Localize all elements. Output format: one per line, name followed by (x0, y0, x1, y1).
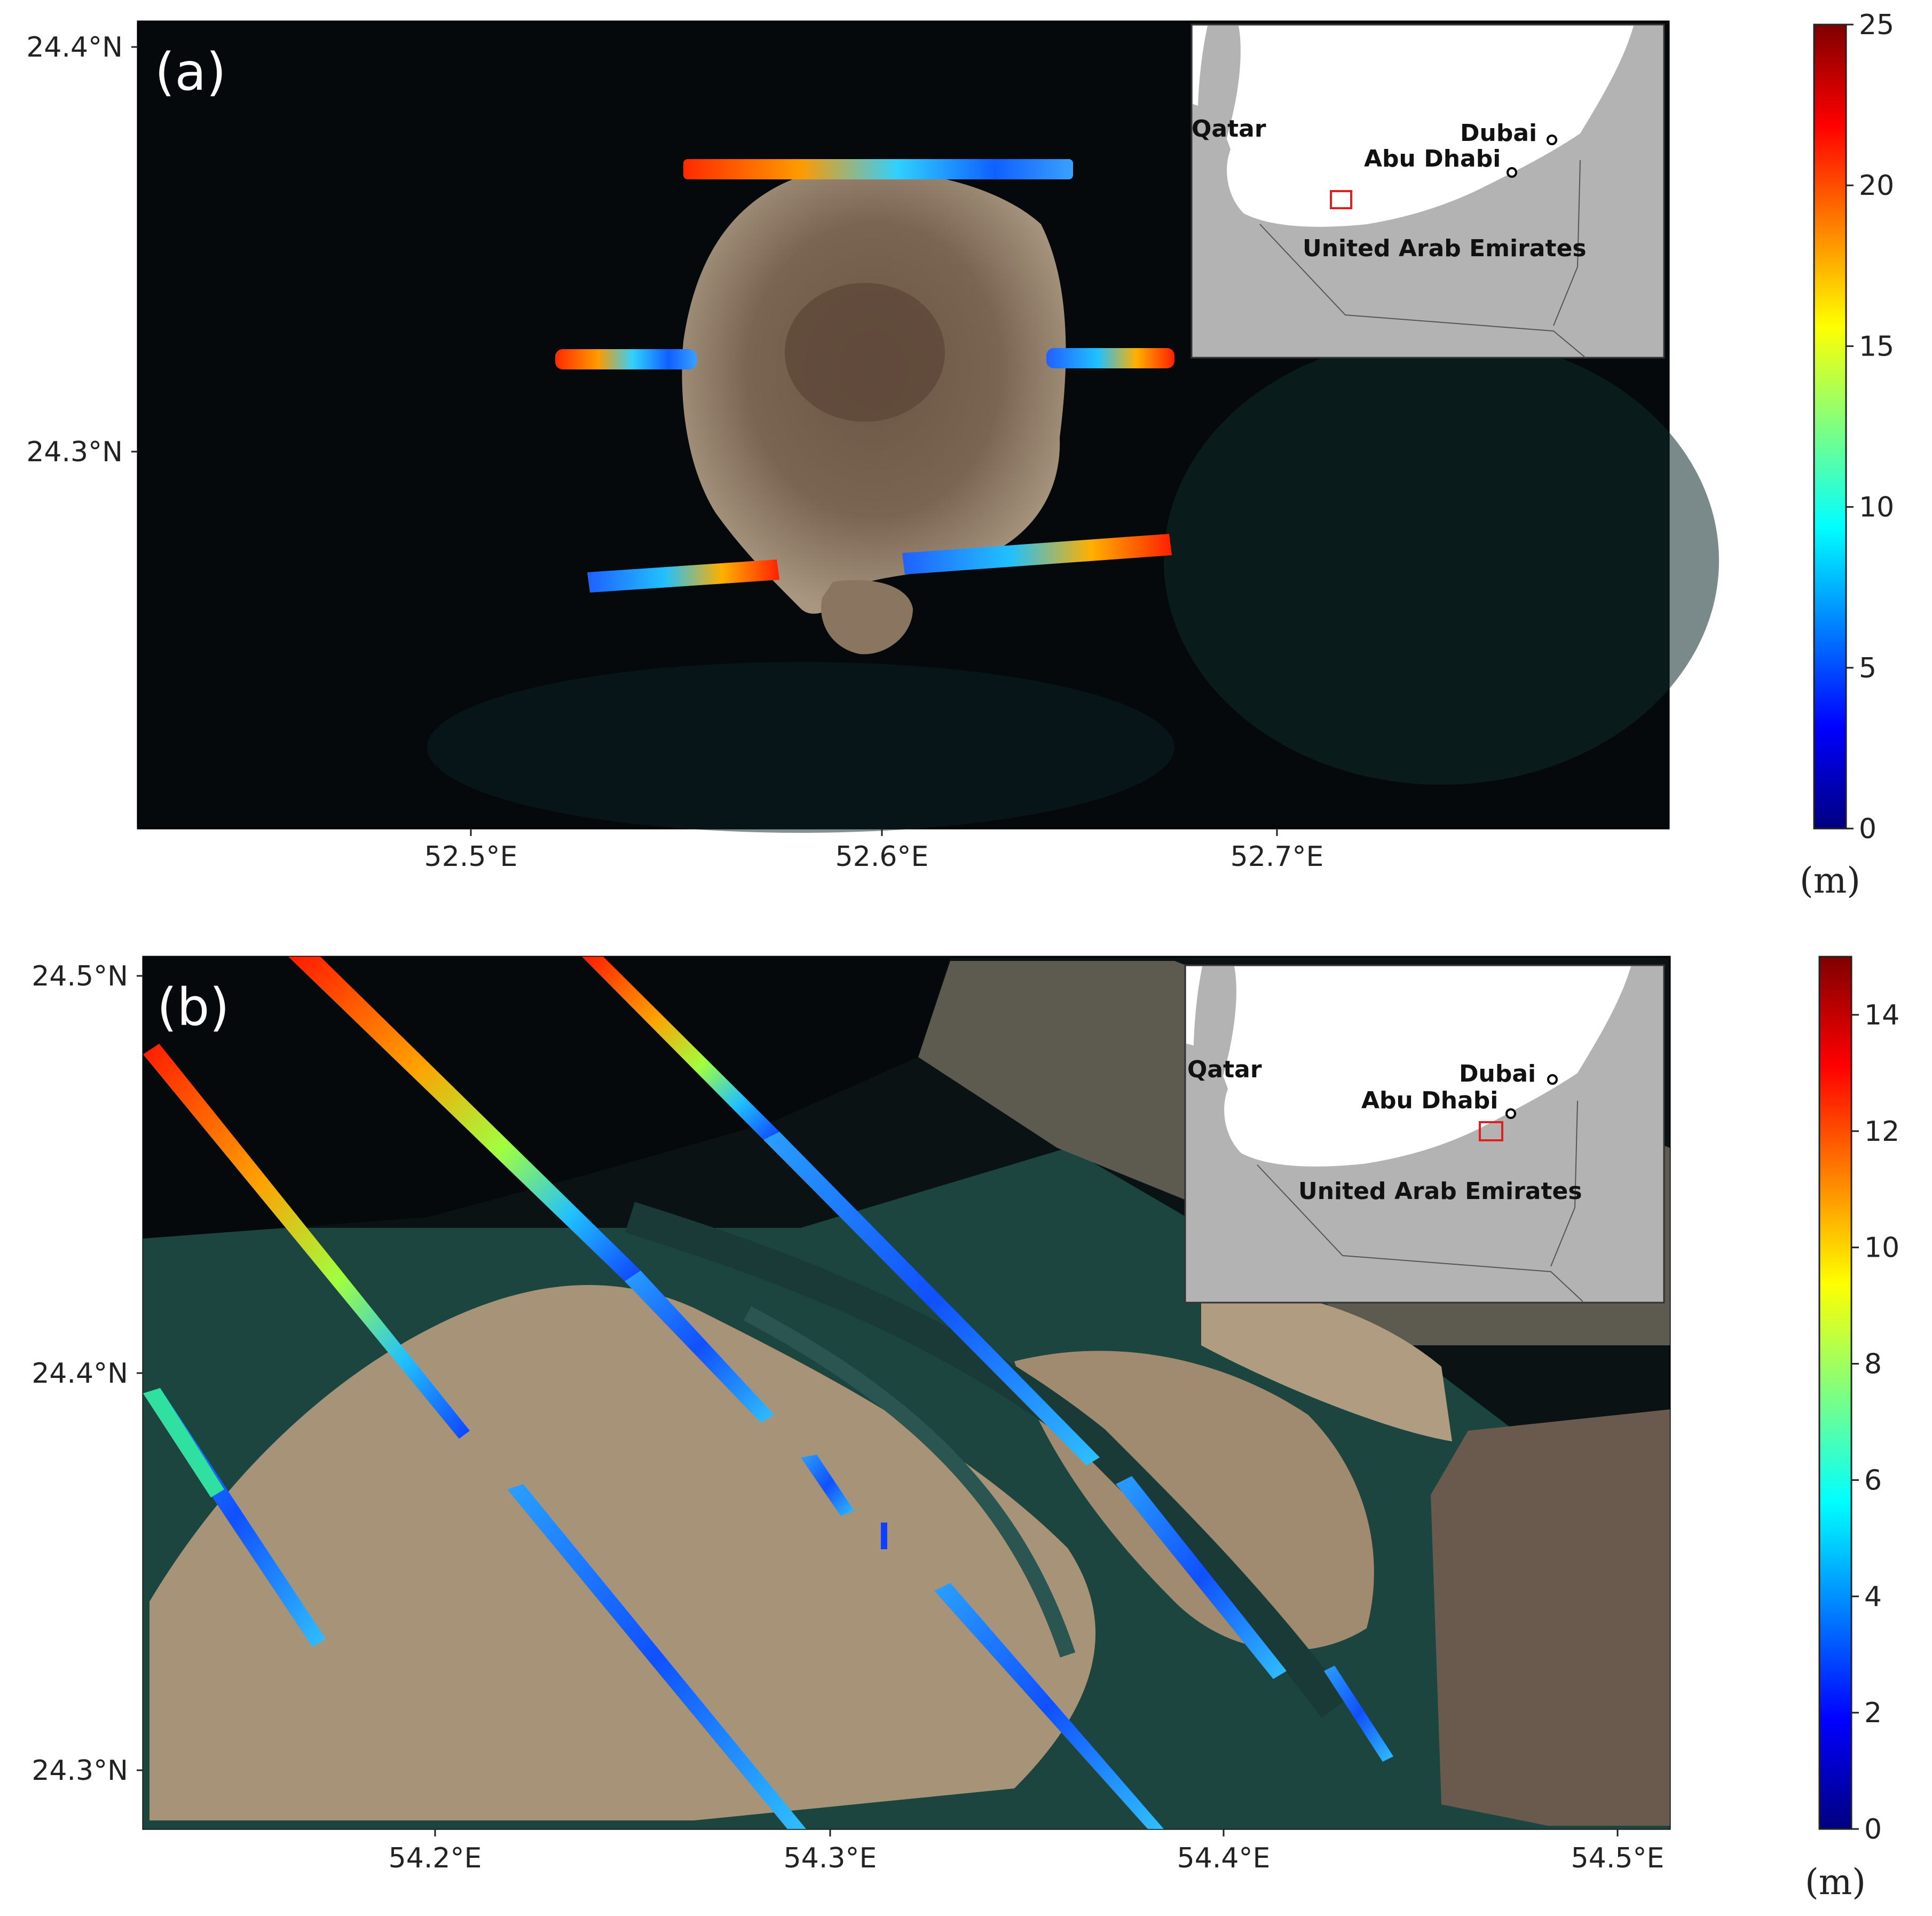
panel-a-shallows (1164, 336, 1719, 785)
track-a-south-west (587, 559, 779, 593)
panel-b-channel-2 (743, 1306, 1076, 1658)
colorbar-tick-label: 8 (1864, 1349, 1882, 1381)
colorbar-tick-label: 20 (1859, 170, 1894, 202)
inset-map: Qatar Dubai Abu Dhabi United Arab Emirat… (1184, 964, 1665, 1304)
x-axis: 52.5°E 52.6°E 52.7°E (424, 829, 1324, 873)
track-b-2 (143, 1044, 470, 1439)
colorbar-ramp (1813, 23, 1847, 830)
inset-borders (1257, 1100, 1583, 1302)
inset-region-marker (1330, 190, 1352, 209)
track-b-5 (507, 1484, 806, 1829)
colorbar: 0 2 4 6 8 10 12 14 (m) (1805, 956, 1899, 1903)
inset-sea (1186, 966, 1631, 1167)
colorbar-unit: (m) (1805, 1862, 1866, 1903)
track-a-north (683, 159, 1073, 179)
y-tick-label: 24.5°N (31, 960, 128, 992)
colorbar-tick-label: 15 (1859, 330, 1894, 362)
x-tick-label: 52.5°E (424, 841, 518, 873)
y-tick-label: 24.4°N (26, 31, 123, 64)
colorbar-tick-label: 0 (1859, 813, 1876, 845)
panel-b-channel (625, 1202, 1347, 1718)
track-b-7 (1116, 1476, 1287, 1679)
inset-borders (1259, 160, 1586, 358)
x-tick-label: 54.2°E (389, 1842, 482, 1874)
x-axis: 54.2°E 54.3°E 54.4°E 54.5°E (389, 1829, 1665, 1874)
panel-b-sand-flat (1201, 1290, 1452, 1441)
inset-label-uae: United Arab Emirates (1303, 235, 1587, 262)
track-b-4b (763, 1132, 1100, 1465)
track-b-seg (801, 1455, 854, 1516)
x-tick-label: 52.7°E (1231, 841, 1324, 873)
y-tick-label: 24.4°N (31, 1358, 128, 1390)
y-tick-label: 24.3°N (26, 436, 123, 468)
track-b-6 (934, 1583, 1164, 1829)
track-b-8 (1324, 1666, 1393, 1762)
colorbar: 0 5 10 15 20 25 (m) (1800, 9, 1894, 901)
track-b-dots (881, 1523, 887, 1549)
y-tick-label: 24.3°N (31, 1755, 128, 1787)
track-b-3b (625, 1271, 774, 1423)
inset-abu-dhabi-marker (1507, 167, 1517, 178)
colorbar-tick-label: 4 (1864, 1581, 1882, 1613)
panel-a: (a) 24.4°N 24.3°N 52.5°E 52.6°E 52.7°E (26, 9, 1894, 901)
inset-dubai-marker (1547, 1074, 1558, 1085)
inset-dubai-marker (1547, 135, 1557, 145)
track-b-4 (582, 957, 779, 1140)
colorbar-tick-label: 14 (1864, 999, 1899, 1031)
inset-qatar (1193, 966, 1236, 1111)
inset-region-marker (1479, 1121, 1503, 1141)
inset-qatar (1197, 26, 1241, 172)
colorbar-tick-label: 10 (1859, 492, 1894, 524)
panel-b-sand-island (149, 1285, 1096, 1820)
inset-sea (1193, 26, 1634, 227)
colorbar-tick-label: 10 (1864, 1232, 1899, 1264)
inset-abu-dhabi-marker (1505, 1108, 1516, 1119)
colorbar-ticks-a: 0 5 10 15 20 25 (1846, 9, 1894, 845)
inset-label-qatar: Qatar (1187, 1056, 1262, 1083)
inset-label-dubai: Dubai (1459, 1060, 1536, 1087)
panel-a-shallows-2 (427, 662, 1174, 833)
inset-label-uae: United Arab Emirates (1298, 1178, 1582, 1205)
x-tick-label: 54.5°E (1571, 1842, 1665, 1874)
x-tick-label: 54.4°E (1177, 1842, 1271, 1874)
colorbar-ticks-b: 0 2 4 6 8 10 12 14 (1851, 999, 1899, 1846)
colorbar-tick-label: 5 (1859, 652, 1876, 684)
colorbar-tick-label: 12 (1864, 1116, 1899, 1148)
island-center (785, 283, 945, 422)
colorbar-unit: (m) (1800, 860, 1860, 901)
inset-label-abu-dhabi: Abu Dhabi (1361, 1087, 1498, 1114)
y-axis: 24.5°N 24.4°N 24.3°N (31, 960, 143, 1787)
panel-b-sand-island-2 (1014, 1351, 1374, 1651)
track-b-1-top (143, 1388, 224, 1497)
y-axis: 24.4°N 24.3°N (26, 31, 138, 468)
colorbar-ramp (1818, 956, 1852, 1830)
track-b-3 (288, 957, 641, 1281)
panel-b: (b) 24.5°N 24.4°N 24.3°N 54.2°E 54.3°E 5… (31, 956, 1899, 1903)
inset-label-qatar: Qatar (1192, 115, 1266, 143)
track-a-mid-west (555, 349, 697, 369)
x-tick-label: 52.6°E (835, 841, 929, 873)
panel-label: (a) (155, 42, 226, 102)
colorbar-tick-label: 0 (1864, 1814, 1882, 1846)
colorbar-tick-label: 25 (1859, 9, 1894, 41)
track-a-south-east (902, 534, 1172, 574)
inset-map: Qatar Dubai Abu Dhabi United Arab Emirat… (1190, 23, 1665, 359)
colorbar-tick-label: 6 (1864, 1464, 1882, 1496)
inset-label-abu-dhabi: Abu Dhabi (1364, 145, 1501, 172)
track-a-mid-east (1046, 348, 1174, 368)
x-tick-label: 54.3°E (784, 1842, 877, 1874)
colorbar-tick-label: 2 (1864, 1697, 1882, 1729)
island-south-tip (821, 580, 913, 655)
panel-b-dark-north (143, 957, 950, 1239)
inset-label-dubai: Dubai (1460, 120, 1537, 147)
panel-b-city-east (1431, 1409, 1670, 1826)
panel-label: (b) (157, 977, 230, 1037)
